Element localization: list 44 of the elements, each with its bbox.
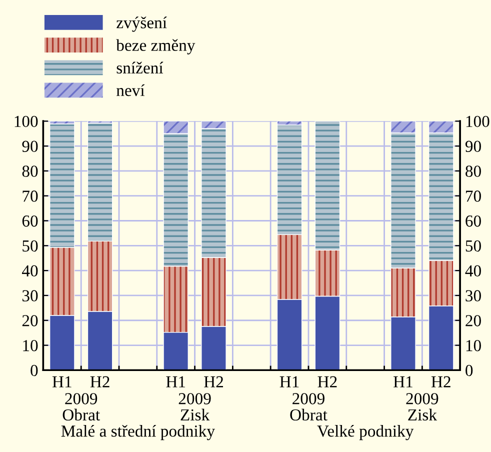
text: Zisk	[408, 408, 437, 421]
text: Velké podniky	[317, 424, 414, 440]
text: 2009	[292, 393, 324, 404]
y2-tick-label: 10	[466, 340, 481, 352]
y2-tick-label: 50	[466, 240, 481, 252]
x-tick-label: H2	[318, 376, 337, 388]
y2-tick-label: 40	[465, 265, 481, 277]
legend-label: snížení	[116, 62, 164, 74]
legend-label: beze změny	[116, 39, 196, 54]
x-tick-label: H1	[52, 376, 72, 388]
y-tick-label: 30	[22, 290, 38, 302]
y-tick-label: 20	[22, 315, 38, 326]
legend-label: zvýšení	[116, 16, 167, 32]
x-tick-label: H1	[166, 376, 186, 388]
y2-tick-label: 100	[466, 116, 490, 128]
y-tick-label: 0	[30, 364, 38, 376]
x-tick-label: H1	[280, 376, 299, 388]
legend-label: neví	[116, 84, 145, 96]
text: 2009	[406, 393, 438, 404]
x-tick-label: H1	[394, 376, 412, 388]
y-tick-label: 10	[23, 340, 38, 352]
text: Obrat	[62, 408, 100, 421]
text: 2009	[65, 393, 98, 404]
y-tick-label: 70	[22, 190, 38, 202]
y2-tick-label: 0	[466, 364, 473, 376]
y-tick-label: 90	[22, 140, 38, 152]
y2-tick-label: 30	[466, 290, 481, 302]
text: Zisk	[180, 408, 210, 421]
y2-tick-label: 60	[466, 215, 481, 227]
x-tick-label: H2	[204, 376, 224, 388]
text: Obrat	[290, 408, 328, 421]
text: 2009	[178, 393, 211, 404]
x-tick-label: H2	[90, 376, 110, 388]
y-tick-label: 50	[22, 240, 38, 252]
y-tick-label: 60	[22, 215, 38, 227]
x-tick-label: H2	[431, 376, 450, 388]
y-tick-label: 40	[22, 265, 38, 277]
y-tick-label: 100	[14, 116, 38, 128]
text: Malé a střední podniky	[61, 424, 215, 440]
y2-tick-label: 20	[466, 315, 481, 326]
y2-tick-label: 70	[466, 190, 481, 202]
y-tick-label: 80	[22, 166, 38, 177]
y2-tick-label: 80	[466, 166, 481, 177]
y2-tick-label: 90	[465, 140, 481, 152]
